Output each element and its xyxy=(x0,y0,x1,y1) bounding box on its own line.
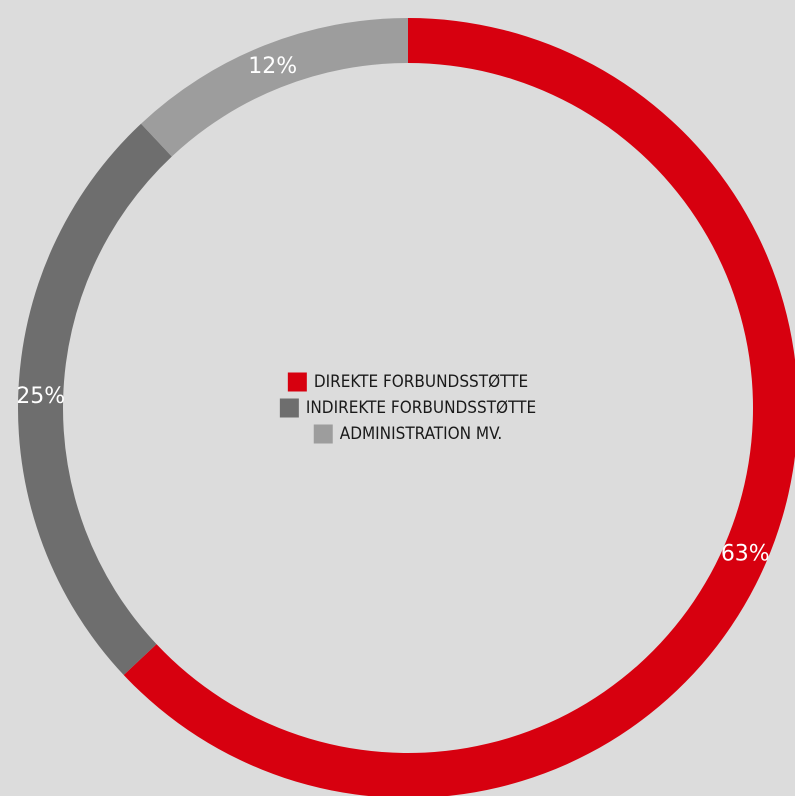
legend-label-2: ADMINISTRATION MV. xyxy=(340,424,503,444)
slice-0 xyxy=(123,18,795,796)
legend-swatch-0 xyxy=(287,372,307,392)
slice-label-2: 12% xyxy=(248,54,297,79)
donut-slices xyxy=(18,18,795,796)
legend-label-0: DIREKTE FORBUNDSSTØTTE xyxy=(314,372,528,392)
slice-label-1: 25% xyxy=(16,384,65,409)
slice-2 xyxy=(141,18,409,157)
data-labels: 63% 25% 12% xyxy=(16,54,769,567)
legend-swatch-1 xyxy=(279,398,299,418)
legend-item-2: ADMINISTRATION MV. xyxy=(313,424,503,444)
slice-label-0: 63% xyxy=(721,541,770,566)
legend-label-1: INDIREKTE FORBUNDSSTØTTE xyxy=(306,398,536,418)
legend-item-0: DIREKTE FORBUNDSSTØTTE xyxy=(287,372,528,392)
legend-swatch-2 xyxy=(313,424,333,444)
legend-item-1: INDIREKTE FORBUNDSSTØTTE xyxy=(279,398,536,418)
legend: DIREKTE FORBUNDSSTØTTE INDIREKTE FORBUNDS… xyxy=(279,372,536,444)
slice-1 xyxy=(18,123,172,675)
